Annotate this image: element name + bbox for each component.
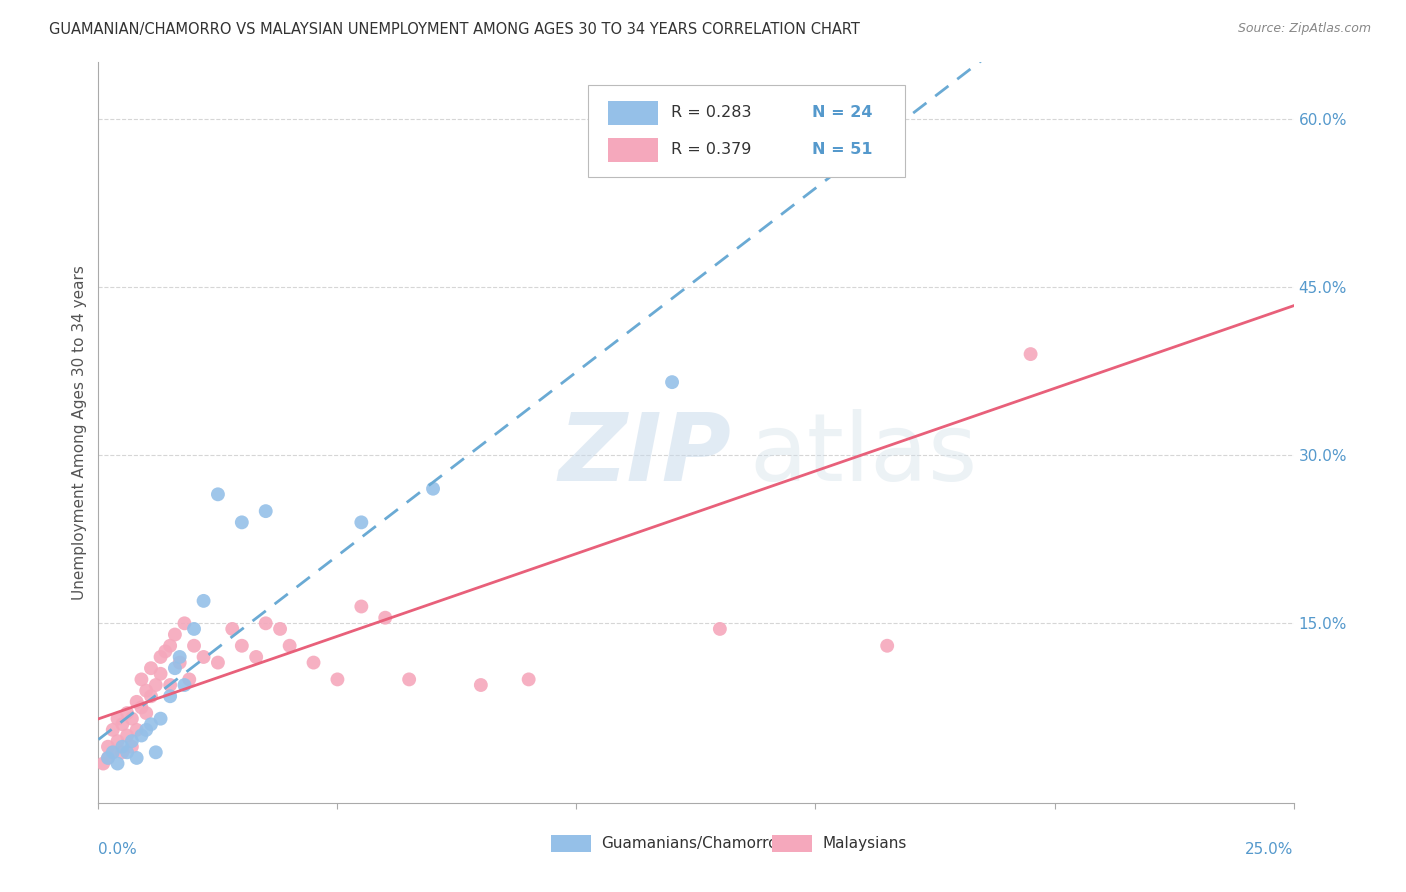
Point <box>852 112 875 126</box>
Point <box>107 734 129 748</box>
Y-axis label: Unemployment Among Ages 30 to 34 years: Unemployment Among Ages 30 to 34 years <box>72 265 87 600</box>
Point <box>111 739 134 754</box>
Point <box>254 616 277 631</box>
Point <box>91 756 114 771</box>
Point <box>145 678 167 692</box>
Text: Malaysians: Malaysians <box>823 836 907 851</box>
Point <box>159 690 181 704</box>
Text: N = 51: N = 51 <box>811 143 872 157</box>
Point <box>350 516 373 530</box>
Text: Source: ZipAtlas.com: Source: ZipAtlas.com <box>1237 22 1371 36</box>
Point <box>149 650 172 665</box>
Point <box>179 673 201 687</box>
Point <box>269 622 291 636</box>
Point <box>131 700 153 714</box>
Point <box>139 717 162 731</box>
Point <box>125 751 148 765</box>
Text: GUAMANIAN/CHAMORRO VS MALAYSIAN UNEMPLOYMENT AMONG AGES 30 TO 34 YEARS CORRELATI: GUAMANIAN/CHAMORRO VS MALAYSIAN UNEMPLOY… <box>49 22 860 37</box>
Point <box>278 639 301 653</box>
Point <box>221 622 243 636</box>
Point <box>193 594 215 608</box>
Text: 0.0%: 0.0% <box>98 842 138 856</box>
Point <box>1019 347 1042 361</box>
Point <box>101 745 124 759</box>
Text: R = 0.283: R = 0.283 <box>671 105 751 120</box>
Point <box>245 650 267 665</box>
Point <box>139 661 162 675</box>
Point <box>155 644 177 658</box>
Text: atlas: atlas <box>749 409 979 500</box>
Point <box>661 375 683 389</box>
Point <box>101 723 124 737</box>
Point <box>149 712 172 726</box>
Point <box>97 751 120 765</box>
FancyBboxPatch shape <box>772 835 811 853</box>
Text: R = 0.379: R = 0.379 <box>671 143 751 157</box>
Point <box>145 745 167 759</box>
Point <box>135 683 157 698</box>
Point <box>231 639 253 653</box>
Point <box>470 678 492 692</box>
Point <box>159 639 181 653</box>
Point <box>422 482 444 496</box>
Point <box>709 622 731 636</box>
Point <box>207 656 229 670</box>
Point <box>183 622 205 636</box>
Point <box>139 690 162 704</box>
Text: Guamanians/Chamorros: Guamanians/Chamorros <box>602 836 786 851</box>
Point <box>398 673 420 687</box>
Point <box>101 745 124 759</box>
Point <box>135 706 157 720</box>
Point <box>169 656 191 670</box>
Point <box>193 650 215 665</box>
Point <box>121 712 143 726</box>
Point <box>374 610 396 624</box>
Point <box>173 616 195 631</box>
FancyBboxPatch shape <box>551 835 591 853</box>
Point <box>121 739 143 754</box>
Point <box>115 729 138 743</box>
Point <box>173 678 195 692</box>
Point <box>111 717 134 731</box>
Point <box>131 729 153 743</box>
Point <box>169 650 191 665</box>
Point <box>517 673 540 687</box>
Text: 25.0%: 25.0% <box>1246 842 1294 856</box>
Point <box>876 639 898 653</box>
FancyBboxPatch shape <box>607 138 658 161</box>
Point <box>135 723 157 737</box>
Point <box>107 712 129 726</box>
Point <box>350 599 373 614</box>
FancyBboxPatch shape <box>607 101 658 125</box>
Point <box>302 656 325 670</box>
Text: N = 24: N = 24 <box>811 105 872 120</box>
Point <box>231 516 253 530</box>
FancyBboxPatch shape <box>589 85 905 178</box>
Point <box>254 504 277 518</box>
Text: ZIP: ZIP <box>558 409 731 500</box>
Point <box>115 745 138 759</box>
Point <box>107 756 129 771</box>
Point <box>326 673 349 687</box>
Point <box>149 666 172 681</box>
Point <box>125 695 148 709</box>
Point <box>183 639 205 653</box>
Point <box>159 678 181 692</box>
Point <box>163 661 186 675</box>
Point <box>207 487 229 501</box>
Point <box>121 734 143 748</box>
Point <box>163 627 186 641</box>
Point <box>125 723 148 737</box>
Point <box>97 739 120 754</box>
Point <box>97 751 120 765</box>
Point <box>131 673 153 687</box>
Point <box>111 745 134 759</box>
Point <box>115 706 138 720</box>
